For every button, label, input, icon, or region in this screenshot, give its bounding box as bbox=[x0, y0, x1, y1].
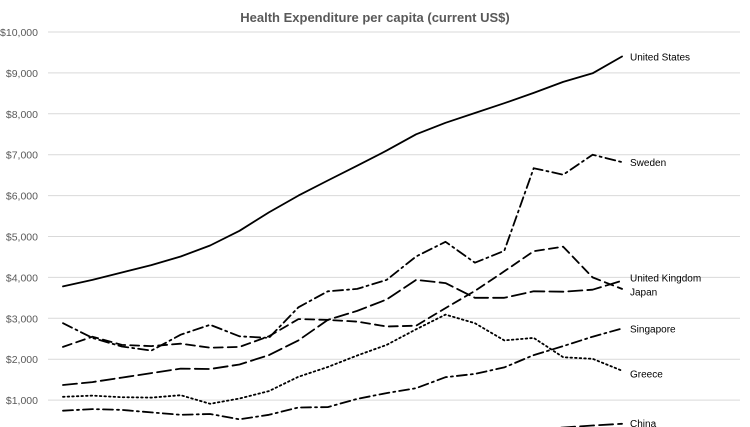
series-line-sweden bbox=[62, 153, 623, 352]
y-tick-label: $4,000 bbox=[6, 272, 38, 284]
series-line-japan bbox=[62, 278, 623, 386]
series-line-greece bbox=[62, 313, 623, 405]
y-tick-label: $1,000 bbox=[6, 395, 38, 407]
series-label-japan: Japan bbox=[630, 288, 657, 299]
gridlines bbox=[48, 31, 740, 401]
y-tick-label: $10,000 bbox=[0, 27, 38, 39]
series-line-united-kingdom bbox=[62, 245, 623, 349]
y-axis-tick-labels: $1,000 $2,000 $3,000 $4,000 $5,000 $6,000 $7,0… bbox=[0, 27, 38, 407]
series-line-singapore bbox=[62, 327, 623, 421]
series-labels: United States Sweden United Kingdom Japan Si… bbox=[630, 53, 701, 427]
series-line-united-states bbox=[62, 55, 623, 288]
y-tick-label: $2,000 bbox=[6, 354, 38, 366]
series-label-greece: Greece bbox=[630, 370, 663, 381]
y-tick-label: $5,000 bbox=[6, 232, 38, 244]
series-label-sweden: Sweden bbox=[630, 158, 666, 169]
series-label-united-kingdom: United Kingdom bbox=[630, 273, 701, 284]
chart-title: Health Expenditure per capita (current U… bbox=[240, 10, 509, 25]
y-tick-label: $9,000 bbox=[6, 68, 38, 80]
series-line-china bbox=[555, 422, 623, 427]
series-lines bbox=[62, 55, 623, 427]
y-tick-label: $6,000 bbox=[6, 191, 38, 203]
y-tick-label: $3,000 bbox=[6, 313, 38, 325]
series-label-china: China bbox=[630, 419, 657, 427]
series-label-singapore: Singapore bbox=[630, 325, 676, 336]
y-tick-label: $8,000 bbox=[6, 109, 38, 121]
y-tick-label: $7,000 bbox=[6, 150, 38, 162]
series-label-united-states: United States bbox=[630, 53, 690, 64]
